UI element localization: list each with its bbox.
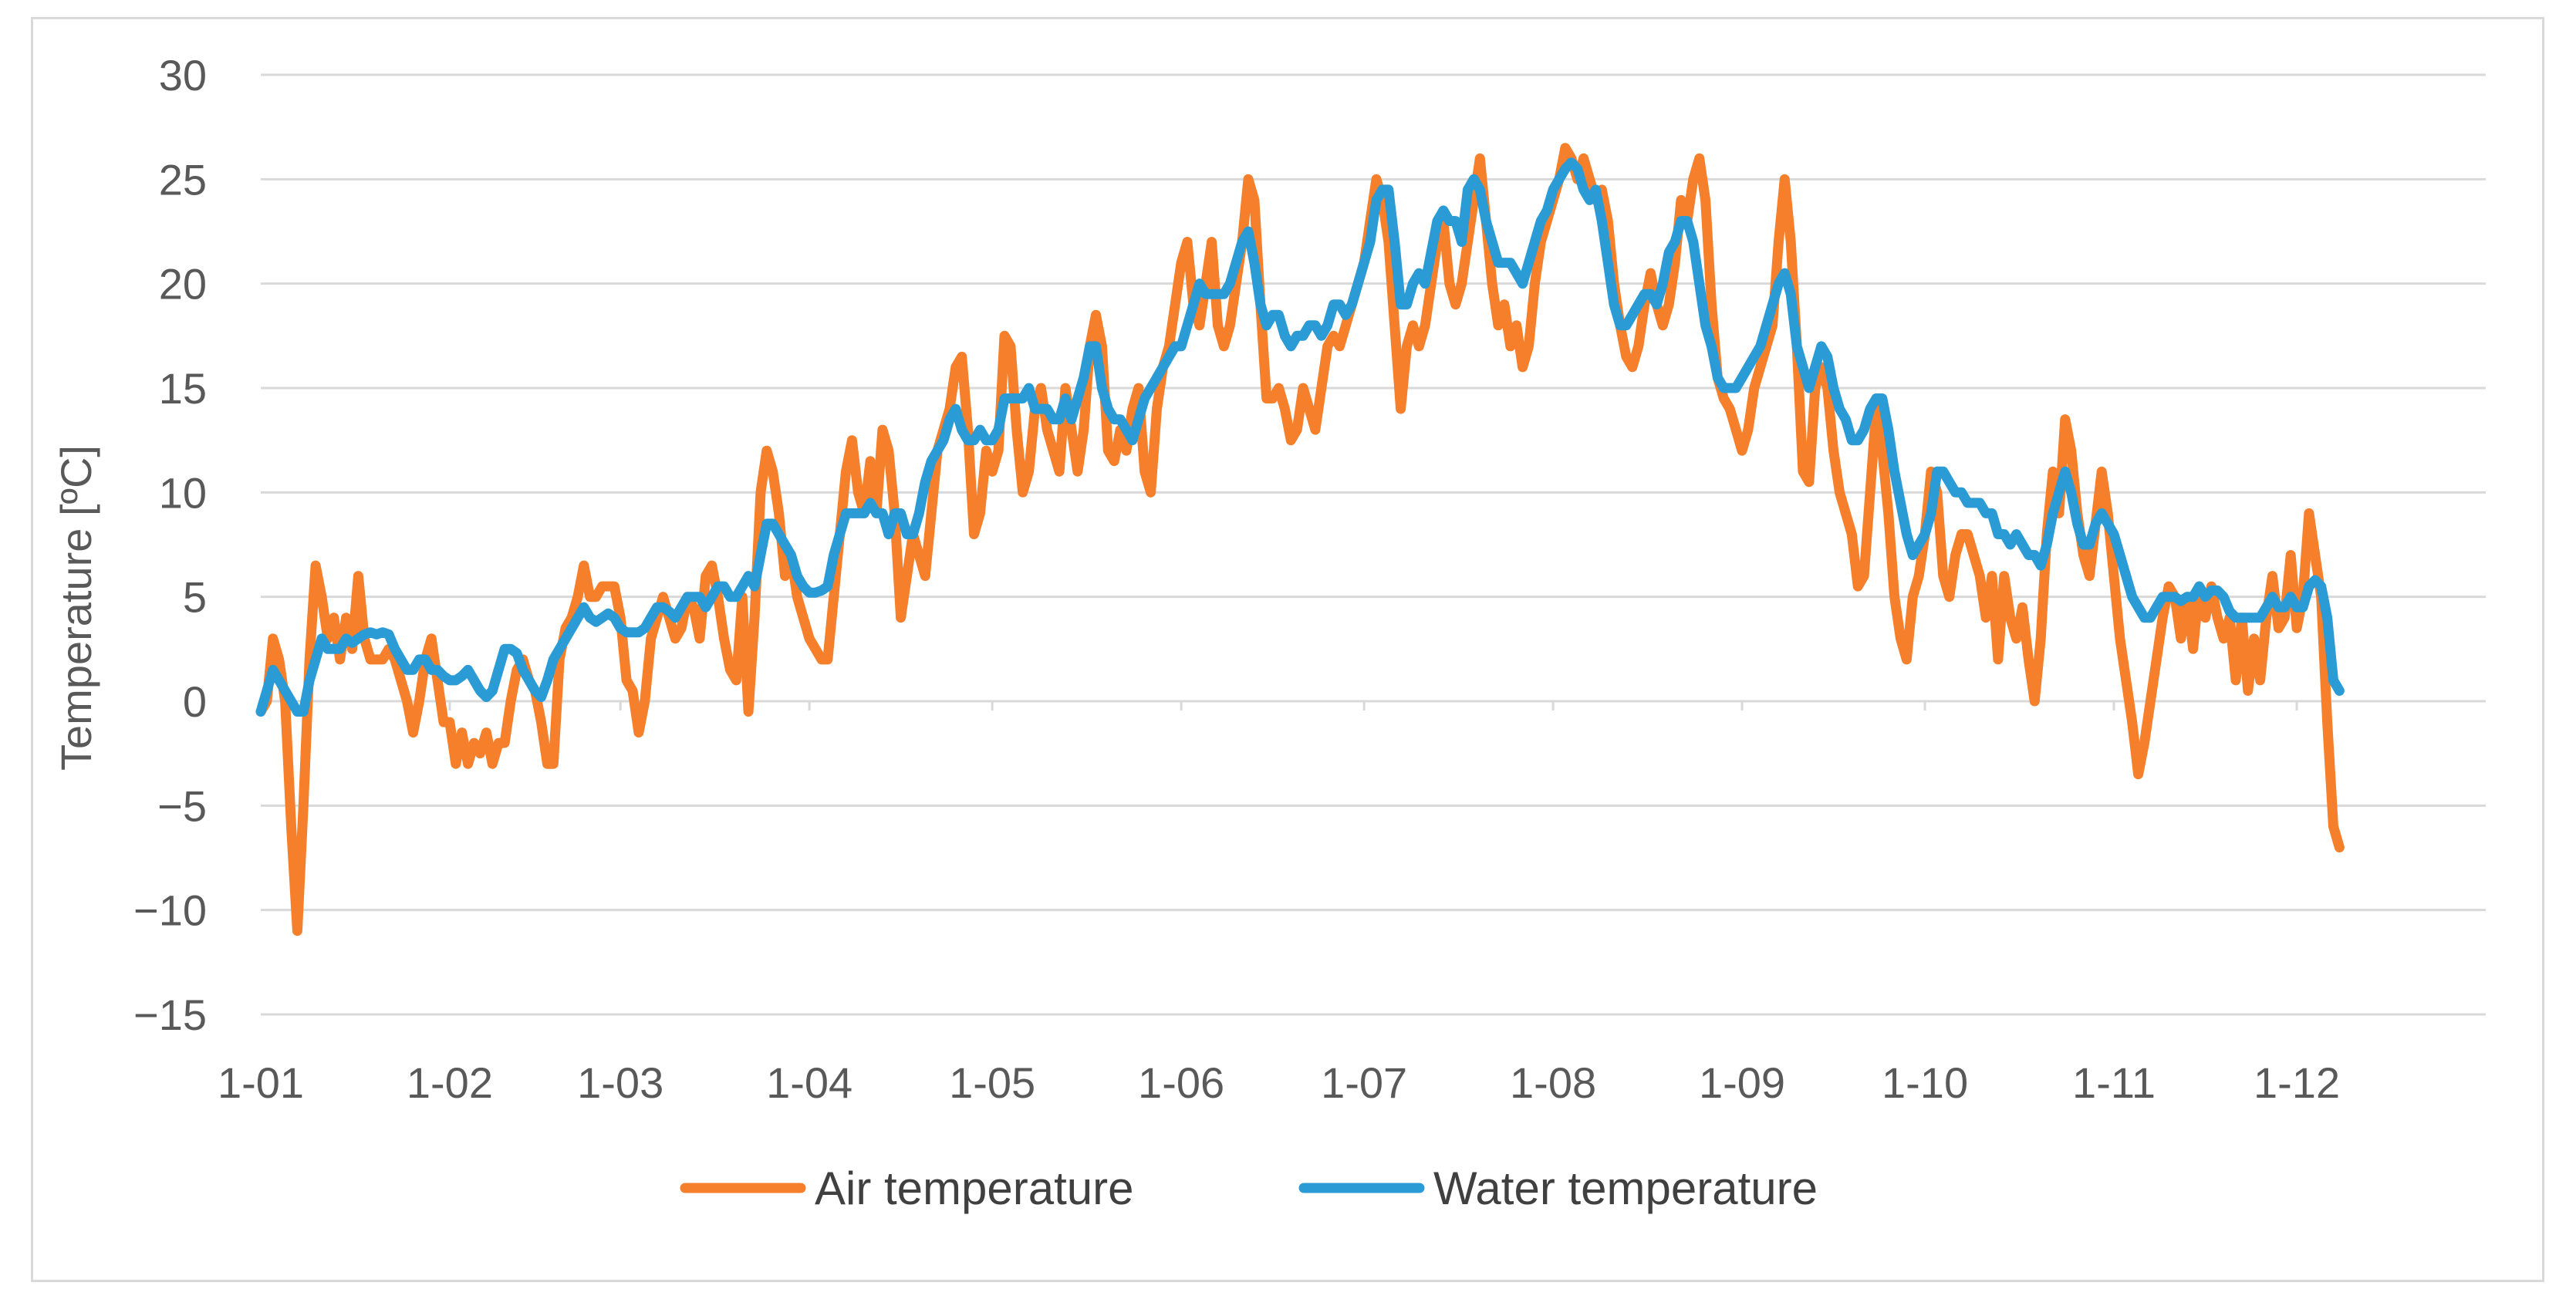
y-tick-label: −5 (157, 781, 207, 830)
x-tick-label: 1-02 (407, 1058, 493, 1107)
x-tick-label: 1-12 (2254, 1058, 2340, 1107)
x-tick-label: 1-01 (218, 1058, 304, 1107)
y-axis-title: Temperature [ºC] (52, 445, 100, 771)
x-axis-ticks: 1-01 1-02 1-03 1-04 1-05 1-06 1-07 1-08 1-09 1-10… (218, 701, 2340, 1107)
y-tick-label: 0 (183, 677, 207, 726)
legend: Air temperature Water temperature (680, 1163, 1818, 1214)
y-tick-label: −10 (133, 886, 207, 935)
y-tick-label: 30 (159, 51, 207, 100)
x-tick-label: 1-09 (1699, 1058, 1785, 1107)
legend-label-air-temperature: Air temperature (815, 1163, 1134, 1214)
y-tick-label: 15 (159, 364, 207, 413)
x-tick-label: 1-06 (1138, 1058, 1224, 1107)
y-tick-label: 10 (159, 468, 207, 517)
air-temperature-line (255, 143, 2345, 936)
x-tick-label: 1-10 (1882, 1058, 1968, 1107)
x-tick-label: 1-05 (949, 1058, 1035, 1107)
x-tick-label: 1-03 (577, 1058, 663, 1107)
x-tick-label: 1-11 (2072, 1058, 2156, 1107)
legend-label-water-temperature: Water temperature (1433, 1163, 1818, 1214)
water-temperature-line (255, 157, 2345, 717)
series-lines (255, 143, 2345, 936)
y-axis-ticks: 30 25 20 15 10 5 0 −5 −10 −15 (133, 51, 207, 1039)
x-tick-label: 1-04 (766, 1058, 852, 1107)
y-tick-label: 25 (159, 155, 207, 204)
y-tick-label: 20 (159, 260, 207, 309)
x-tick-label: 1-07 (1321, 1058, 1407, 1107)
y-tick-label: −15 (133, 990, 207, 1039)
x-tick-label: 1-08 (1510, 1058, 1596, 1107)
y-tick-label: 5 (183, 573, 207, 622)
